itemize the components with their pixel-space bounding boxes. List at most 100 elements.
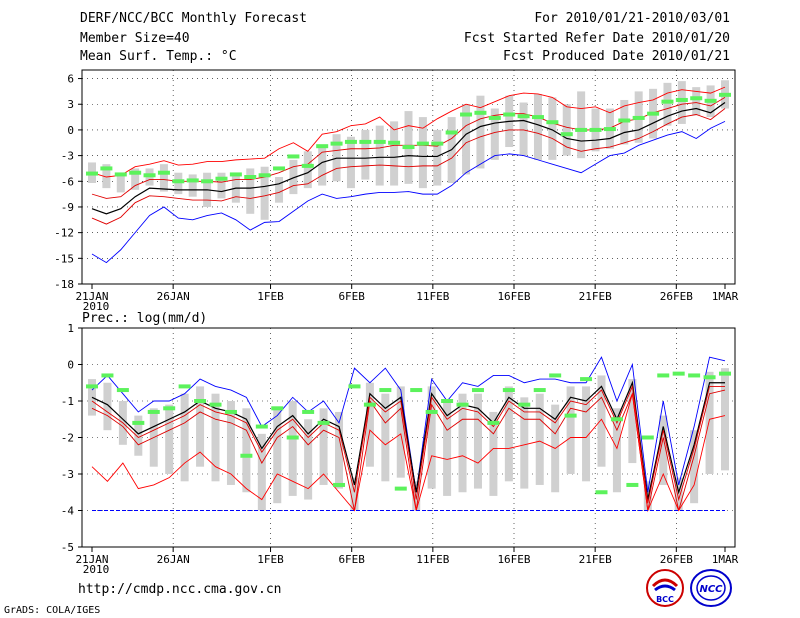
website-url[interactable]: http://cmdp.ncc.cma.gov.cn [78, 582, 282, 597]
observed-mark [316, 144, 329, 149]
y-tick-label: 3 [67, 98, 74, 111]
observed-mark [116, 388, 129, 393]
observed-mark [178, 384, 191, 389]
observed-mark [100, 166, 113, 171]
observed-mark [580, 377, 593, 382]
observed-mark [344, 139, 357, 144]
observed-mark [518, 402, 531, 407]
ncc-logo-icon: NCC [690, 569, 732, 607]
observed-mark [517, 114, 530, 119]
observed-mark [564, 413, 577, 418]
observed-mark [359, 139, 372, 144]
spread-box [381, 393, 390, 482]
spread-box [303, 151, 312, 189]
forecast-start-date: Fcst Started Refer Date 2010/01/20 [463, 31, 730, 46]
observed-mark [610, 417, 623, 422]
observed-mark [402, 145, 415, 150]
spread-box [375, 125, 384, 186]
forecast-range: For 2010/01/21-2010/03/01 [534, 11, 730, 26]
y-tick-label: -2 [61, 432, 74, 445]
x-tick-label: 11FEB [416, 553, 449, 566]
observed-mark [363, 402, 376, 407]
observed-mark [675, 97, 688, 102]
bcc-logo-icon: BCC [646, 569, 684, 607]
spread-box [597, 375, 606, 467]
spread-box [350, 477, 359, 511]
observed-mark [618, 118, 631, 123]
spread-box [582, 386, 591, 482]
observed-mark [157, 170, 170, 175]
observed-mark [240, 453, 253, 458]
x-tick-label: 21FEB [579, 553, 612, 566]
spread-box [476, 95, 485, 169]
spread-box [412, 481, 421, 511]
observed-mark [273, 166, 286, 171]
spread-box [365, 382, 374, 467]
variable-label: Mean Surf. Temp.: °C [80, 49, 237, 64]
observed-mark [488, 115, 501, 120]
x-tick-label: 1FEB [257, 290, 284, 303]
y-tick-label: -1 [61, 395, 74, 408]
spread-box [577, 91, 586, 159]
spread-box [188, 174, 197, 197]
observed-mark [647, 111, 660, 116]
spread-box [226, 401, 235, 485]
spread-box [721, 368, 729, 471]
y-tick-label: 6 [67, 73, 74, 86]
x-tick-label: 11FEB [416, 290, 449, 303]
y-tick-label: -3 [61, 150, 74, 163]
observed-mark [546, 120, 559, 125]
observed-mark [215, 176, 228, 181]
observed-mark [425, 409, 438, 414]
spread-box [260, 166, 269, 220]
observed-mark [101, 373, 114, 378]
y-tick-label: 1 [67, 322, 74, 335]
spread-box [659, 415, 668, 485]
observed-mark [330, 141, 343, 146]
plot-frame [81, 69, 736, 285]
spread-box [116, 172, 125, 193]
spread-box [443, 401, 452, 496]
spread-box [211, 393, 220, 482]
spread-box [103, 382, 112, 431]
panel-precipitation: -5 -4 -3 -2 -1 0 1 21JAN 26JAN 1FEB 6FEB 11FEB 16FEB… [61, 311, 739, 576]
observed-mark [287, 154, 300, 159]
spread-box [159, 164, 168, 192]
series-line-lower_sd [91, 389, 726, 511]
observed-mark [690, 96, 703, 101]
observed-mark [317, 420, 330, 425]
spread-box [705, 371, 714, 474]
observed-mark [445, 130, 458, 135]
panel-temperature: -18 -15 -12 -9 -6 -3 0 3 6 21JAN 26JAN 1FEB 6FEB 11FE… [54, 69, 739, 313]
series-line-min [91, 393, 726, 513]
observed-mark [688, 373, 701, 378]
observed-mark [502, 388, 515, 393]
spread-box [165, 404, 174, 474]
spread-box [180, 393, 189, 482]
x-tick-label: 26JAN [157, 290, 190, 303]
spread-box [612, 408, 621, 493]
spread-box [217, 172, 226, 199]
observed-mark [441, 399, 454, 403]
observed-mark [531, 115, 544, 120]
observed-mark [503, 112, 516, 117]
observed-mark [271, 406, 284, 411]
observed-mark [703, 375, 716, 380]
observed-mark [456, 402, 469, 407]
spread-box [473, 393, 482, 489]
observed-mark [114, 172, 127, 177]
spread-box [275, 177, 284, 203]
observed-mark [301, 163, 314, 168]
bcc-logo-text: BCC [656, 595, 674, 604]
observed-mark [255, 424, 268, 429]
observed-mark [224, 409, 237, 414]
y-tick-label: 0 [67, 124, 74, 137]
observed-mark [704, 98, 717, 103]
observed-mark [209, 402, 222, 407]
spread-box [231, 175, 240, 203]
forecast-produced-date: Fcst Produced Date 2010/01/21 [503, 49, 730, 64]
spread-box [566, 386, 575, 474]
observed-mark [431, 141, 444, 146]
observed-mark [348, 384, 361, 389]
